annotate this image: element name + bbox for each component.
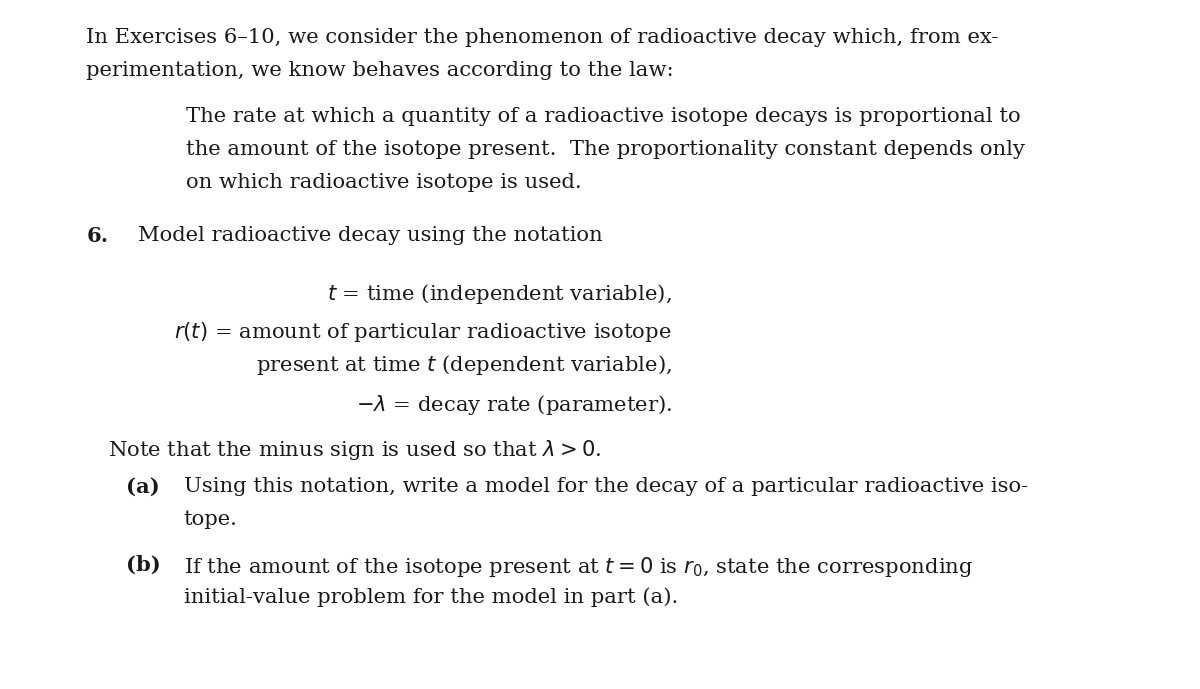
Text: In Exercises 6–10, we consider the phenomenon of radioactive decay which, from e: In Exercises 6–10, we consider the pheno…: [86, 28, 998, 47]
Text: Note that the minus sign is used so that $\lambda > 0$.: Note that the minus sign is used so that…: [108, 438, 601, 462]
Text: (b): (b): [126, 555, 161, 575]
Text: Model radioactive decay using the notation: Model radioactive decay using the notati…: [138, 226, 602, 245]
Text: the amount of the isotope present.  The proportionality constant depends only: the amount of the isotope present. The p…: [186, 140, 1025, 159]
Text: $-\lambda$ = decay rate (parameter).: $-\lambda$ = decay rate (parameter).: [355, 393, 672, 417]
Text: $r(t)$ = amount of particular radioactive isotope: $r(t)$ = amount of particular radioactiv…: [174, 320, 672, 344]
Text: (a): (a): [126, 477, 160, 497]
Text: Using this notation, write a model for the decay of a particular radioactive iso: Using this notation, write a model for t…: [184, 477, 1027, 496]
Text: on which radioactive isotope is used.: on which radioactive isotope is used.: [186, 173, 582, 192]
Text: perimentation, we know behaves according to the law:: perimentation, we know behaves according…: [86, 61, 674, 80]
Text: 6.: 6.: [86, 226, 108, 246]
Text: The rate at which a quantity of a radioactive isotope decays is proportional to: The rate at which a quantity of a radioa…: [186, 107, 1021, 126]
Text: initial-value problem for the model in part (a).: initial-value problem for the model in p…: [184, 588, 678, 608]
Text: present at time $t$ (dependent variable),: present at time $t$ (dependent variable)…: [256, 353, 672, 378]
Text: $t$ = time (independent variable),: $t$ = time (independent variable),: [328, 282, 672, 307]
Text: If the amount of the isotope present at $t = 0$ is $r_0$, state the correspondin: If the amount of the isotope present at …: [184, 555, 973, 579]
Text: tope.: tope.: [184, 510, 238, 529]
